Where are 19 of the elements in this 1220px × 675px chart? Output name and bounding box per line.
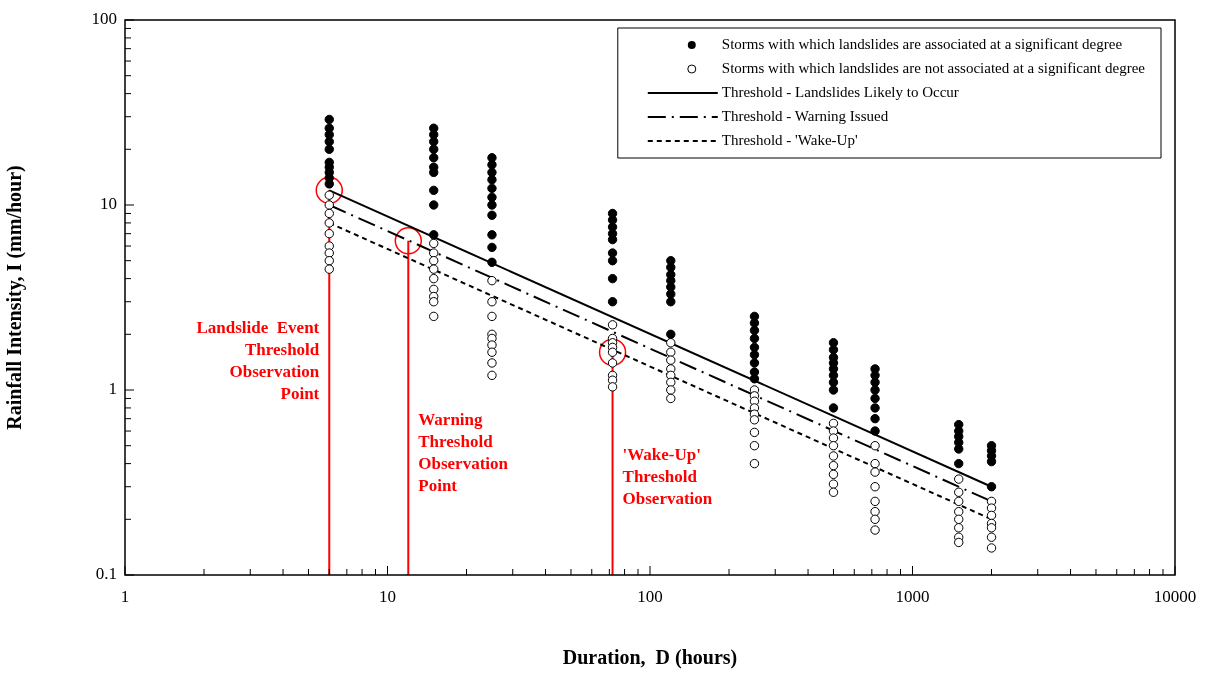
y-tick-label: 0.1 <box>95 564 117 584</box>
x-axis-title: Duration, D (hours) <box>562 646 738 670</box>
y-tick-label: 10 <box>100 194 117 214</box>
legend-label: Threshold - 'Wake-Up' <box>721 131 858 148</box>
y-axis-title: Rainfall Intensity, I (mm/hour) <box>3 165 27 430</box>
x-tick-label: 100 <box>637 586 663 606</box>
y-tick-label: 100 <box>91 9 117 29</box>
legend-label: Threshold - Warning Issued <box>721 107 889 124</box>
annotation: Warning Threshold Observation Point <box>418 409 509 495</box>
x-tick-label: 10 <box>379 586 396 606</box>
x-tick-label: 1 <box>120 586 130 606</box>
legend-label: Threshold - Landslides Likely to Occur <box>721 83 959 100</box>
y-tick-label: 1 <box>108 379 117 399</box>
annotation: 'Wake-Up' Threshold Observation <box>622 445 713 509</box>
legend-label: Storms with which landslides are associated at a significant degree <box>721 35 1123 52</box>
annotation: Landslide Event Threshold Observation Point <box>196 317 320 403</box>
x-tick-label: 1000 <box>895 586 930 606</box>
legend-label: Storms with which landslides are not associated at a significant degree <box>721 59 1146 76</box>
x-tick-label: 10000 <box>1153 586 1197 606</box>
